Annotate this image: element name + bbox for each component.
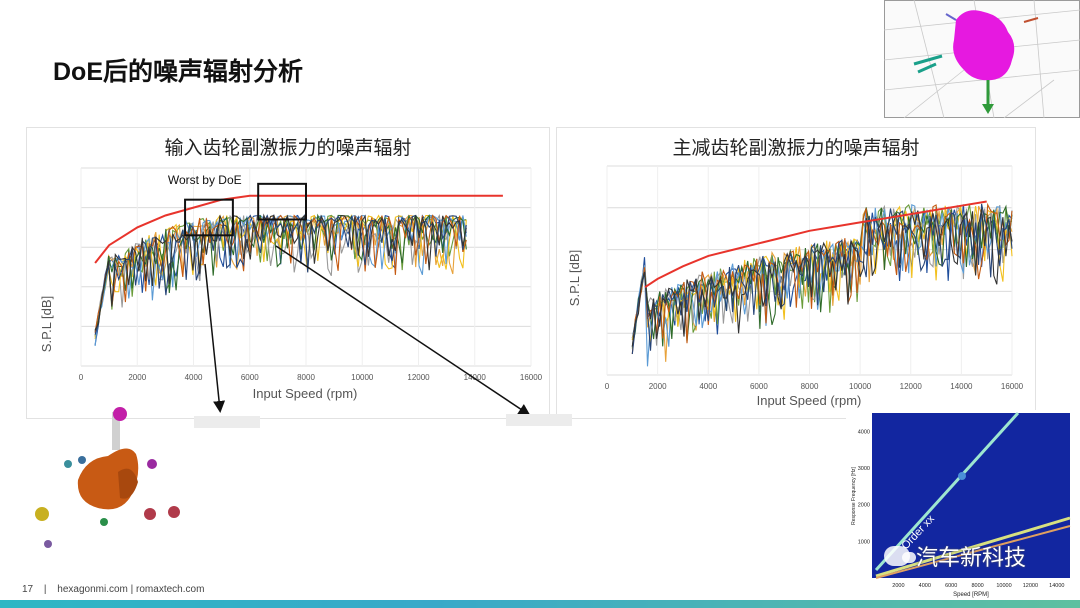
page-number: 17 <box>22 584 34 595</box>
series-line <box>631 203 1013 355</box>
y-axis-label: S.P.L [dB] <box>39 296 54 352</box>
x-tick-label: 6000 <box>945 583 957 589</box>
x-tick-label: 14000 <box>950 382 973 391</box>
chart-panel-input-gear: 输入齿轮副激振力的噪声辐射 S.P.L [dB] Input Speed (rp… <box>26 127 550 419</box>
gearbox-3d-model <box>35 407 180 548</box>
series-line <box>94 213 467 331</box>
footer-separator: | <box>43 584 47 595</box>
chart-panel-final-drive: 主减齿轮副激振力的噪声辐射 S.P.L [dB] Input Speed (rp… <box>556 127 1036 419</box>
x-tick-label: 8000 <box>971 583 983 589</box>
x-tick-label: 8000 <box>297 373 315 382</box>
order-line-lower <box>875 516 1071 578</box>
series-line <box>94 214 467 333</box>
series-line <box>631 208 1013 347</box>
x-tick-label: 12000 <box>900 382 923 391</box>
x-tick-label: 4000 <box>185 373 203 382</box>
annotation-label: Worst by DoE <box>168 173 242 187</box>
x-tick-label: 6000 <box>241 373 259 382</box>
x-tick-label: 14000 <box>1049 583 1064 589</box>
placeholder-box <box>194 416 260 428</box>
x-tick-label: 10000 <box>351 373 374 382</box>
placeholder-box <box>506 414 572 426</box>
x-axis-label: Input Speed (rpm) <box>253 386 358 401</box>
highlight-box <box>184 198 234 237</box>
chart-title: 输入齿轮副激振力的噪声辐射 <box>164 138 412 159</box>
magenta-mesh-shape <box>953 10 1015 81</box>
y-tick-label: 4000 <box>858 429 870 435</box>
bottom-accent-bar <box>0 600 1080 608</box>
campbell-diagram: Order xx Response Frequency [Hz] Speed [… <box>846 410 1080 600</box>
envelope-line <box>644 200 987 289</box>
watermark: 汽车新科技 <box>884 540 1026 572</box>
highlight-box <box>257 182 307 221</box>
x-tick-label: 6000 <box>750 382 768 391</box>
x-tick-label: 4000 <box>699 382 717 391</box>
x-axis-label: Input Speed (rpm) <box>757 393 862 408</box>
y-axis-label: Response Frequency [Hz] <box>851 466 857 524</box>
x-tick-label: 8000 <box>801 382 819 391</box>
x-tick-label: 10000 <box>849 382 872 391</box>
order-line-upper <box>874 411 1020 572</box>
chart-title: 主减齿轮副激振力的噪声辐射 <box>672 138 920 159</box>
wechat-icon <box>884 546 916 566</box>
model-3d-thumbnail <box>884 0 1080 118</box>
x-tick-label: 2000 <box>649 382 667 391</box>
x-axis-label: Speed [RPM] <box>953 592 989 598</box>
y-axis-label: S.P.L [dB] <box>567 250 582 306</box>
footer-links: hexagonmi.com | romaxtech.com <box>57 584 205 595</box>
y-tick-label: 2000 <box>858 503 870 509</box>
chart-input-gear: S.P.L [dB] Input Speed (rpm) 0 2000 4000 60… <box>39 167 543 401</box>
series-line <box>631 202 1013 355</box>
y-tick-label: 1000 <box>858 539 870 545</box>
x-tick-label: 10000 <box>996 583 1011 589</box>
y-tick-label: 3000 <box>858 466 870 472</box>
x-tick-label: 0 <box>605 382 610 391</box>
x-tick-label: 16000 <box>520 373 543 382</box>
slide-title: DoE后的噪声辐射分析 <box>53 58 304 86</box>
x-tick-label: 12000 <box>1023 583 1038 589</box>
x-tick-label: 14000 <box>464 373 487 382</box>
series-line <box>94 213 467 335</box>
envelope-line <box>94 194 503 264</box>
x-tick-label: 2000 <box>892 583 904 589</box>
x-tick-label: 16000 <box>1001 382 1024 391</box>
x-tick-label: 4000 <box>919 583 931 589</box>
footer: 17 | hexagonmi.com | romaxtech.com <box>22 584 212 595</box>
x-tick-label: 0 <box>79 373 84 382</box>
x-tick-label: 2000 <box>128 373 146 382</box>
x-tick-label: 12000 <box>407 373 430 382</box>
chart-final-drive: S.P.L [dB] Input Speed (rpm) 0 2000 4000 60… <box>567 165 1024 408</box>
watermark-text: 汽车新科技 <box>916 545 1027 570</box>
